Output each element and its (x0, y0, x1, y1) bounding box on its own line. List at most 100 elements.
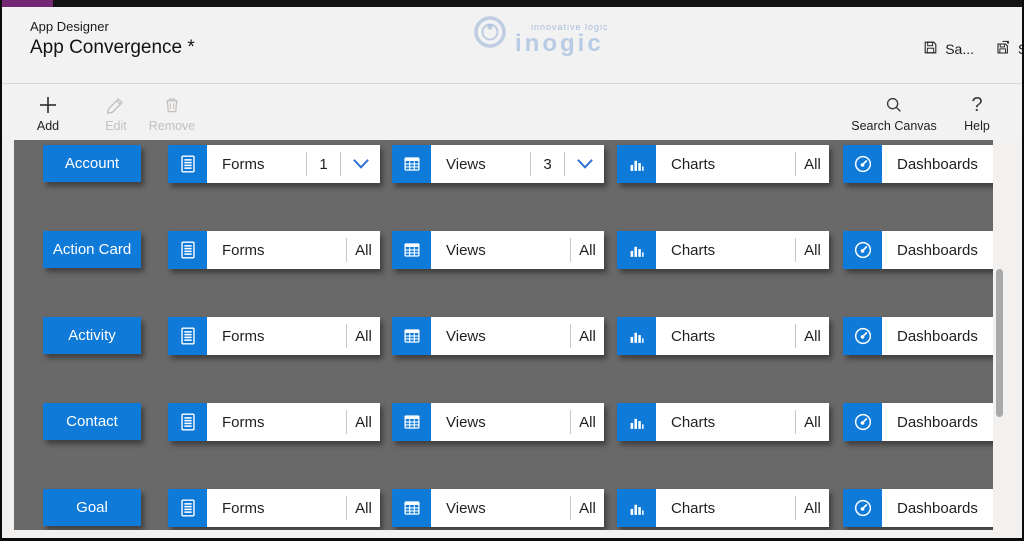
save-as-button[interactable]: S (995, 38, 1022, 59)
tile-value: All (804, 499, 821, 517)
add-button-label: Add (36, 119, 60, 133)
tile-label: Views (446, 155, 486, 173)
tile-divider (570, 410, 571, 434)
search-icon (846, 92, 942, 118)
tile-label: Views (446, 241, 486, 259)
tile-value: All (579, 413, 596, 431)
page-title: App Convergence * (30, 37, 195, 58)
charts-tile[interactable]: Charts All (617, 489, 829, 527)
dashboards-tile[interactable]: Dashboards (843, 145, 993, 183)
tile-divider (570, 324, 571, 348)
tile-value: All (355, 327, 372, 345)
tile-label: Views (446, 499, 486, 517)
tile-divider (795, 238, 796, 262)
forms-icon (168, 317, 207, 355)
dashboards-tile[interactable]: Dashboards (843, 489, 993, 527)
views-icon (392, 403, 431, 441)
tile-divider (346, 238, 347, 262)
charts-tile[interactable]: Charts All (617, 403, 829, 441)
search-canvas-button[interactable]: Search Canvas (846, 92, 942, 133)
forms-tile[interactable]: Forms All (168, 317, 380, 355)
charts-tile[interactable]: Charts All (617, 231, 829, 269)
chevron-down-icon[interactable] (565, 145, 604, 183)
views-icon (392, 489, 431, 527)
charts-icon (617, 145, 656, 183)
remove-button-label: Remove (148, 119, 196, 133)
entity-row: Activity Forms All Views All Charts All Dashbo… (14, 317, 993, 355)
entity-button-action-card[interactable]: Action Card (43, 231, 141, 268)
save-icon (922, 39, 939, 59)
views-tile[interactable]: Views All (392, 317, 604, 355)
forms-tile[interactable]: Forms 1 (168, 145, 380, 183)
tile-label: Forms (222, 155, 265, 173)
charts-icon (617, 403, 656, 441)
tile-value: All (804, 155, 821, 173)
save-as-icon (995, 38, 1013, 59)
dashboards-tile[interactable]: Dashboards (843, 231, 993, 269)
tile-divider (346, 324, 347, 348)
help-button-label: Help (964, 119, 990, 133)
tile-divider (795, 410, 796, 434)
views-tile[interactable]: Views All (392, 231, 604, 269)
entity-button-contact[interactable]: Contact (43, 403, 141, 440)
save-button-label: Sa... (945, 41, 974, 57)
dashboards-tile[interactable]: Dashboards (843, 403, 993, 441)
dashboards-icon (843, 231, 882, 269)
tile-value: All (355, 241, 372, 259)
tile-divider (570, 238, 571, 262)
forms-tile[interactable]: Forms All (168, 489, 380, 527)
search-canvas-label: Search Canvas (851, 119, 937, 133)
entity-row: Goal Forms All Views All Charts All Dashboards (14, 489, 993, 527)
save-as-label-partial: S (1018, 41, 1022, 57)
tile-value: 1 (319, 155, 328, 173)
tile-value: 3 (543, 155, 552, 173)
tile-label: Dashboards (897, 241, 978, 259)
tile-divider (564, 152, 565, 176)
tile-divider (530, 152, 531, 176)
tile-value: All (804, 413, 821, 431)
add-button[interactable]: Add (24, 92, 72, 133)
views-icon (392, 317, 431, 355)
tile-label: Charts (671, 413, 716, 431)
save-button[interactable]: Sa... (922, 39, 974, 59)
views-tile[interactable]: Views All (392, 489, 604, 527)
views-tile[interactable]: Views All (392, 403, 604, 441)
tile-label: Forms (222, 499, 265, 517)
tile-divider (346, 410, 347, 434)
help-button[interactable]: ? Help (954, 92, 1000, 133)
tile-divider (570, 496, 571, 520)
forms-icon (168, 231, 207, 269)
dashboards-icon (843, 145, 882, 183)
charts-icon (617, 489, 656, 527)
entity-button-activity[interactable]: Activity (43, 317, 141, 354)
tile-value: All (579, 327, 596, 345)
views-icon (392, 231, 431, 269)
remove-button[interactable]: Remove (144, 92, 200, 133)
entity-row: Contact Forms All Views All Charts All Dashboa… (14, 403, 993, 441)
chevron-down-icon[interactable] (341, 145, 380, 183)
dashboards-tile[interactable]: Dashboards (843, 317, 993, 355)
tile-label: Charts (671, 155, 716, 173)
tile-divider (795, 324, 796, 348)
tile-divider (346, 496, 347, 520)
watermark-brand: inogic (515, 30, 604, 57)
entity-button-goal[interactable]: Goal (43, 489, 141, 526)
forms-tile[interactable]: Forms All (168, 231, 380, 269)
charts-tile[interactable]: Charts All (617, 145, 829, 183)
forms-tile[interactable]: Forms All (168, 403, 380, 441)
tile-label: Forms (222, 327, 265, 345)
tile-divider (306, 152, 307, 176)
entity-button-account[interactable]: Account (43, 145, 141, 182)
views-tile[interactable]: Views 3 (392, 145, 604, 183)
edit-button[interactable]: Edit (92, 92, 140, 133)
tile-label: Charts (671, 241, 716, 259)
tile-value: All (579, 499, 596, 517)
charts-tile[interactable]: Charts All (617, 317, 829, 355)
header: App Designer App Convergence * innovativ… (2, 7, 1022, 84)
top-purple-accent (2, 0, 53, 7)
vertical-scrollbar-thumb[interactable] (996, 269, 1003, 417)
question-mark-icon: ? (971, 94, 983, 116)
tile-label: Dashboards (897, 413, 978, 431)
watermark-logo: innovative logic inogic (470, 10, 609, 59)
